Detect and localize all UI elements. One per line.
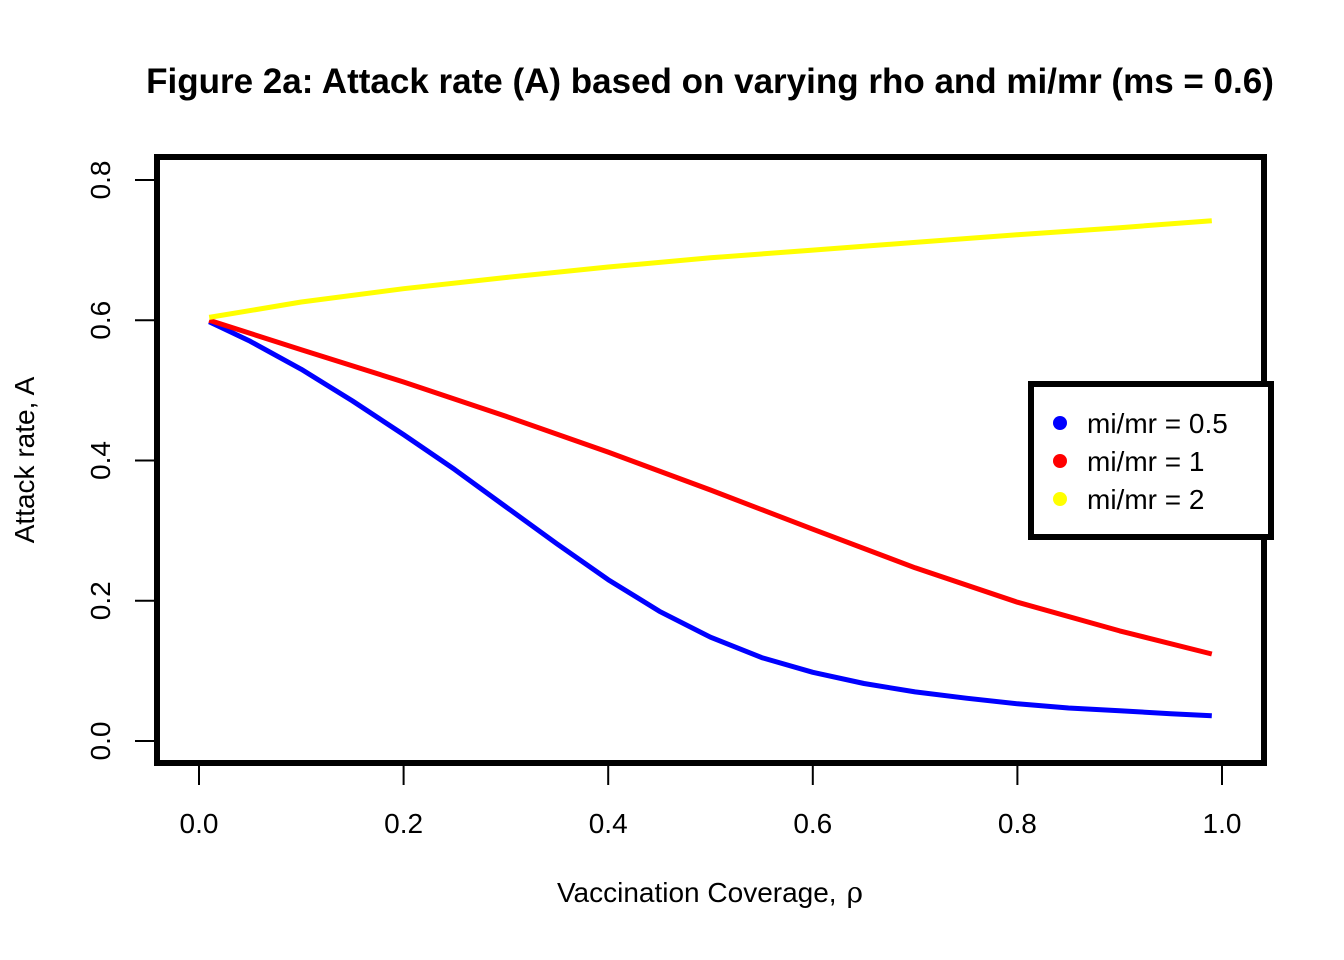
x-tick-label: 1.0 xyxy=(1203,808,1242,839)
y-tick-label: 0.8 xyxy=(85,161,116,200)
legend-box xyxy=(1028,381,1274,540)
legend-label-1: mi/mr = 0.5 xyxy=(1087,408,1228,439)
y-tick-label: 0.4 xyxy=(85,441,116,480)
x-tick-label: 0.8 xyxy=(998,808,1037,839)
legend-marker-3 xyxy=(1053,492,1067,506)
legend: mi/mr = 0.5 mi/mr = 1 mi/mr = 2 xyxy=(1028,381,1274,540)
series-line-2 xyxy=(208,317,1213,657)
y-axis: 0.0 0.2 0.4 0.6 0.8 xyxy=(85,161,156,761)
legend-marker-1 xyxy=(1053,416,1067,430)
chart-title: Figure 2a: Attack rate (A) based on vary… xyxy=(146,62,1274,101)
series-layer xyxy=(208,218,1213,719)
x-tick-label: 0.6 xyxy=(793,808,832,839)
legend-label-2: mi/mr = 1 xyxy=(1087,446,1204,477)
x-tick-label: 0.2 xyxy=(384,808,423,839)
x-tick-label: 0.0 xyxy=(180,808,219,839)
y-tick-label: 0.2 xyxy=(85,581,116,620)
x-axis: 0.0 0.2 0.4 0.6 0.8 1.0 xyxy=(180,764,1242,839)
x-axis-label: Vaccination Coverage, ρ xyxy=(557,876,863,909)
y-tick-label: 0.6 xyxy=(85,301,116,340)
series-line-3 xyxy=(208,218,1212,320)
x-tick-label: 0.4 xyxy=(589,808,628,839)
series-line-1 xyxy=(208,319,1212,719)
legend-label-3: mi/mr = 2 xyxy=(1087,484,1204,515)
y-axis-label: Attack rate, A xyxy=(9,376,40,543)
legend-marker-2 xyxy=(1053,454,1067,468)
y-tick-label: 0.0 xyxy=(85,722,116,761)
